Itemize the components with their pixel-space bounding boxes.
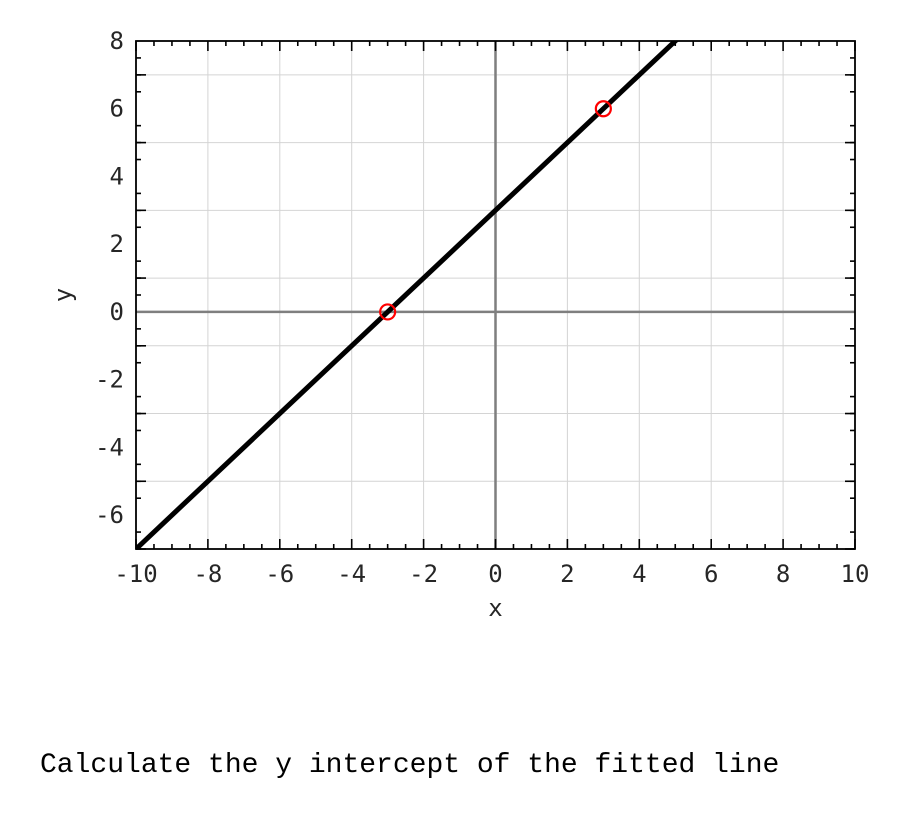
y-tick-label: 0 <box>110 298 124 326</box>
y-tick-label: 8 <box>110 27 124 55</box>
x-tick-label: -4 <box>337 560 366 588</box>
x-tick-label: 8 <box>776 560 790 588</box>
y-tick-label: -2 <box>95 366 124 394</box>
x-tick-label: 0 <box>488 560 502 588</box>
data-point-marker <box>379 303 397 321</box>
y-tick-label: 4 <box>110 162 124 190</box>
x-tick-label: 6 <box>704 560 718 588</box>
x-tick-label: -8 <box>193 560 222 588</box>
x-tick-label: 2 <box>560 560 574 588</box>
x-tick-label: 4 <box>632 560 646 588</box>
x-tick-label: -2 <box>409 560 438 588</box>
x-axis-title: x <box>488 594 502 622</box>
chart-figure: -10 -8 -6 -4 -2 0 2 4 6 8 10 -6 -4 -2 0 2 4 6 8 x y <box>49 27 870 622</box>
y-tick-label: 6 <box>110 95 124 123</box>
fitted-line <box>136 41 679 549</box>
x-tick-label: -6 <box>265 560 294 588</box>
y-tick-label: -6 <box>95 501 124 529</box>
x-tick-label: -10 <box>114 560 157 588</box>
data-point-marker <box>594 100 612 118</box>
question-line-1: Calculate the y intercept of the fitted … <box>40 750 780 781</box>
plot-border <box>135 40 856 550</box>
y-tick-label: -4 <box>95 433 124 461</box>
x-tick-label: 10 <box>841 560 870 588</box>
y-axis-title: y <box>49 288 77 302</box>
fitted-line-chart: -10 -8 -6 -4 -2 0 2 4 6 8 10 -6 -4 -2 0 2 4 6 8 x y <box>49 27 870 622</box>
question-text: Calculate the y intercept of the fitted … <box>40 681 779 825</box>
y-tick-label: 2 <box>110 230 124 258</box>
